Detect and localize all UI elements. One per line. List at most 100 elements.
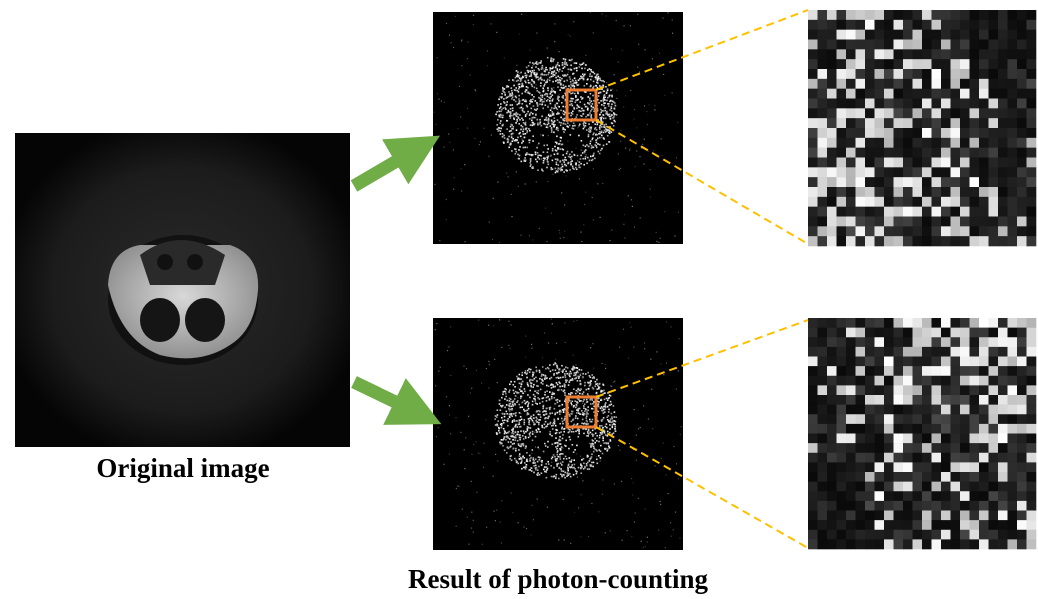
pixel <box>837 158 847 168</box>
pixel <box>602 183 603 184</box>
pixel <box>569 374 571 376</box>
pixel <box>555 72 557 74</box>
pixel <box>875 226 885 236</box>
pixel <box>438 99 439 100</box>
pixel <box>894 347 904 357</box>
pixel <box>543 414 545 416</box>
pixel <box>515 412 517 414</box>
pixel <box>633 347 634 348</box>
pixel <box>557 130 559 132</box>
pixel <box>856 138 866 148</box>
pixel <box>613 116 615 118</box>
pixel <box>513 384 515 386</box>
pixel <box>555 433 557 435</box>
pixel <box>538 97 540 99</box>
pixel <box>875 40 885 50</box>
pixel <box>932 158 942 168</box>
pixel <box>585 408 587 410</box>
pixel <box>932 424 942 434</box>
pixel <box>595 433 597 435</box>
pixel <box>569 169 571 171</box>
pixel <box>941 79 951 89</box>
pixel <box>556 404 557 405</box>
pixel <box>533 519 534 520</box>
pixel <box>827 89 837 99</box>
pixel <box>518 444 520 446</box>
pixel <box>589 460 591 462</box>
pixel <box>511 128 513 130</box>
pixel <box>989 128 999 138</box>
pixel <box>593 153 595 155</box>
pixel <box>547 79 549 81</box>
pixel <box>922 424 932 434</box>
pixel <box>865 197 875 207</box>
pixel <box>1008 443 1018 453</box>
pixel <box>592 147 594 149</box>
pixel <box>960 482 970 492</box>
pixel <box>538 390 540 392</box>
pixel <box>818 472 828 482</box>
pixel <box>1027 10 1037 20</box>
pixel <box>884 207 894 217</box>
pixel <box>922 138 932 148</box>
pixel <box>543 374 545 376</box>
pixel <box>598 455 600 457</box>
pixel <box>846 148 856 158</box>
pixel <box>894 207 904 217</box>
pixel <box>573 375 575 377</box>
pixel <box>535 420 537 422</box>
pixel <box>574 372 576 374</box>
pixel <box>818 405 828 415</box>
pixel <box>662 18 663 19</box>
pixel <box>979 30 989 40</box>
pixel <box>894 434 904 444</box>
pixel <box>998 337 1008 347</box>
pixel <box>536 429 538 431</box>
pixel <box>543 451 545 453</box>
pixel <box>808 207 818 217</box>
pixel <box>634 109 635 110</box>
pixel <box>903 462 913 472</box>
pixel <box>960 30 970 40</box>
pixel <box>598 151 600 153</box>
pixel <box>837 128 847 138</box>
pixel <box>519 412 521 414</box>
pixel <box>979 59 989 69</box>
pixel <box>578 408 580 410</box>
pixel <box>529 397 531 399</box>
pixel <box>590 381 592 383</box>
pixel <box>550 103 552 105</box>
pixel <box>623 329 624 330</box>
pixel <box>520 413 521 414</box>
pixel <box>894 197 904 207</box>
pixel <box>856 453 866 463</box>
pixel <box>519 86 521 88</box>
pixel <box>998 424 1008 434</box>
pixel <box>865 501 875 511</box>
pixel <box>598 92 600 94</box>
pixel <box>513 113 515 115</box>
pixel <box>515 87 517 89</box>
pixel <box>856 236 866 246</box>
pixel <box>632 494 633 495</box>
pixel <box>551 120 553 122</box>
pixel <box>550 68 552 70</box>
pixel <box>575 415 577 417</box>
pixel <box>597 463 599 465</box>
pixel <box>561 102 563 104</box>
pixel <box>837 376 847 386</box>
pixel <box>610 418 612 420</box>
pixel <box>827 539 837 549</box>
pixel <box>585 156 587 158</box>
pixel <box>609 109 611 111</box>
pixel <box>818 385 828 395</box>
pixel <box>554 124 556 126</box>
pixel <box>998 357 1008 367</box>
pixel <box>608 409 610 411</box>
pixel <box>932 337 942 347</box>
pixel <box>539 158 541 160</box>
pixel <box>989 158 999 168</box>
pixel <box>846 357 856 367</box>
pixel <box>567 468 569 470</box>
pixel <box>666 362 667 363</box>
